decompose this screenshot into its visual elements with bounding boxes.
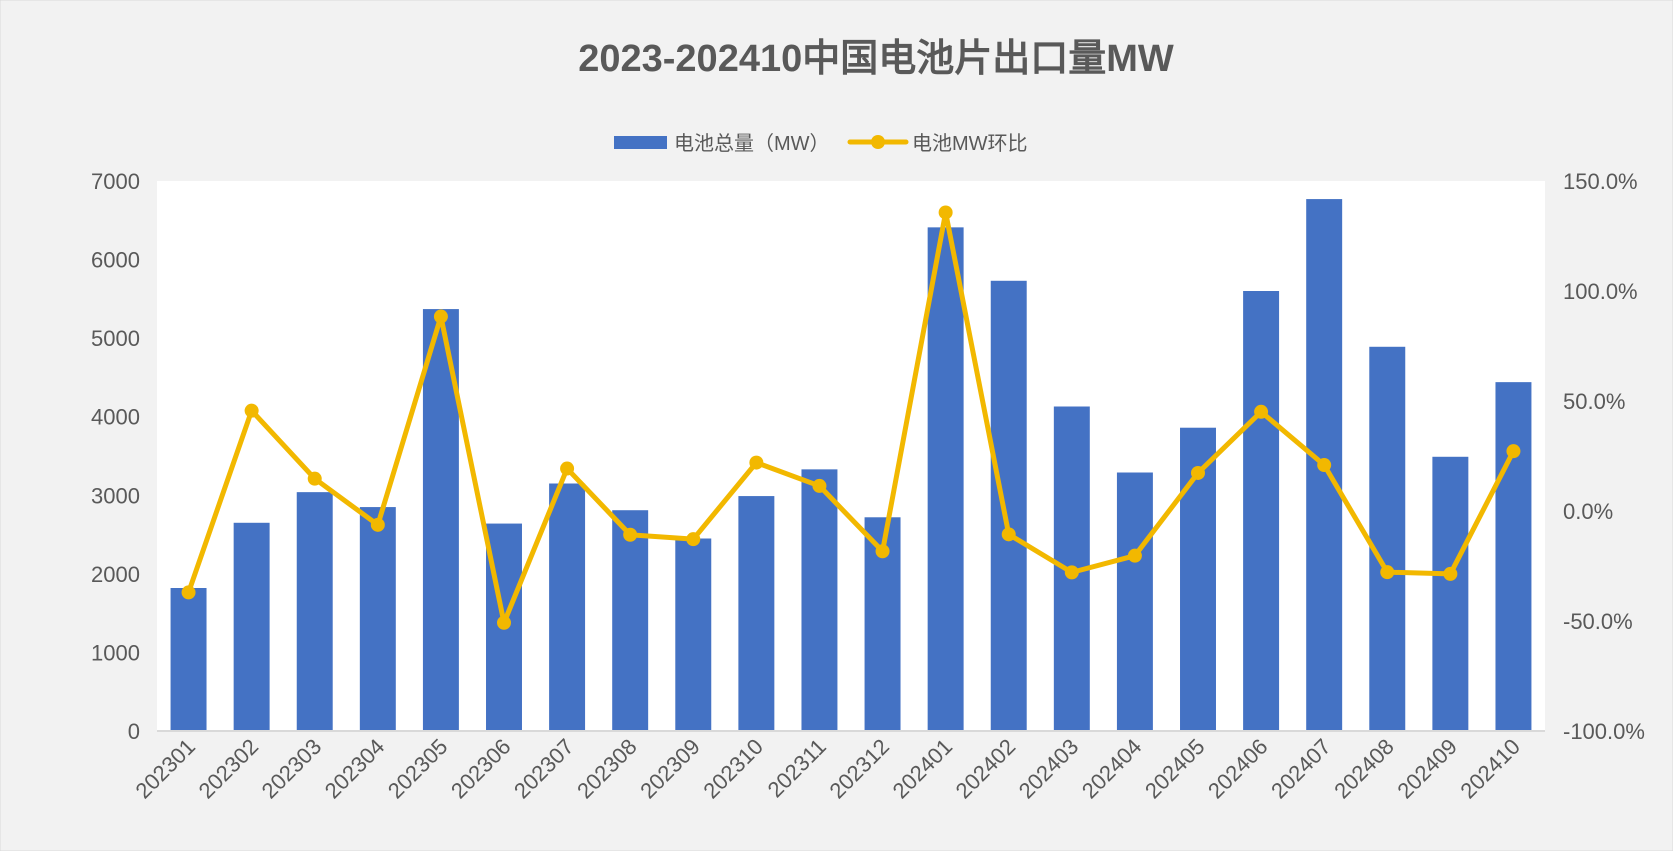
legend-bar-label: 电池总量（MW） [674,132,830,155]
bar-202311 [801,469,838,731]
bar-202401 [927,227,964,731]
y-tick-left: 3000 [91,483,140,508]
bar-202307 [549,483,586,731]
bar-202404 [1116,472,1153,731]
point-202401 [938,205,953,220]
bar-202402 [990,280,1027,731]
y-tick-left: 6000 [91,248,140,273]
y-tick-left: 2000 [91,562,140,587]
bar-202410 [1495,382,1532,731]
point-202403 [1064,565,1079,580]
bar-202310 [738,496,775,731]
point-202402 [1001,527,1016,542]
y-tick-left: 4000 [91,405,140,430]
y-tick-right: -100.0% [1563,719,1645,744]
bar-202408 [1369,346,1406,731]
y-tick-right: 50.0% [1563,389,1625,414]
y-tick-right: -50.0% [1563,609,1633,634]
legend-line-label: 电池MW环比 [912,132,1028,155]
point-202301 [181,585,196,600]
point-202309 [686,532,701,547]
y-tick-right: 150.0% [1563,169,1638,194]
point-202408 [1380,565,1395,580]
chart-title: 2023-202410中国电池片出口量MW [578,38,1174,80]
bar-202301 [170,588,207,731]
y-tick-right: 100.0% [1563,279,1638,304]
bar-202308 [612,510,649,731]
point-202405 [1191,465,1205,480]
point-202404 [1127,548,1142,563]
bar-202303 [296,492,333,731]
bar-202309 [675,538,712,731]
legend-line-marker [871,135,885,149]
point-202310 [749,455,764,470]
point-202312 [875,544,890,559]
point-202304 [370,517,385,532]
point-202303 [307,471,322,486]
bar-202302 [233,522,270,731]
point-202406 [1254,404,1269,419]
point-202302 [244,403,259,418]
bar-202406 [1243,291,1280,731]
bar-202409 [1432,456,1469,731]
series-line [186,209,1516,626]
legend: 电池总量（MW） 电池MW环比 [614,132,1028,155]
bar-202304 [359,507,396,731]
legend-bar-swatch [614,136,667,149]
point-202407 [1317,458,1332,473]
point-202410 [1506,444,1521,459]
point-202308 [623,527,638,542]
y-tick-left: 5000 [91,326,140,351]
y-tick-left: 0 [128,719,140,744]
point-202409 [1443,566,1458,581]
point-202311 [812,478,827,493]
point-202307 [560,461,575,476]
y-tick-left: 1000 [91,640,140,665]
y-tick-left: 7000 [91,169,140,194]
point-202305 [433,309,448,324]
y-tick-right: 0.0% [1563,499,1613,524]
point-202306 [497,615,511,630]
